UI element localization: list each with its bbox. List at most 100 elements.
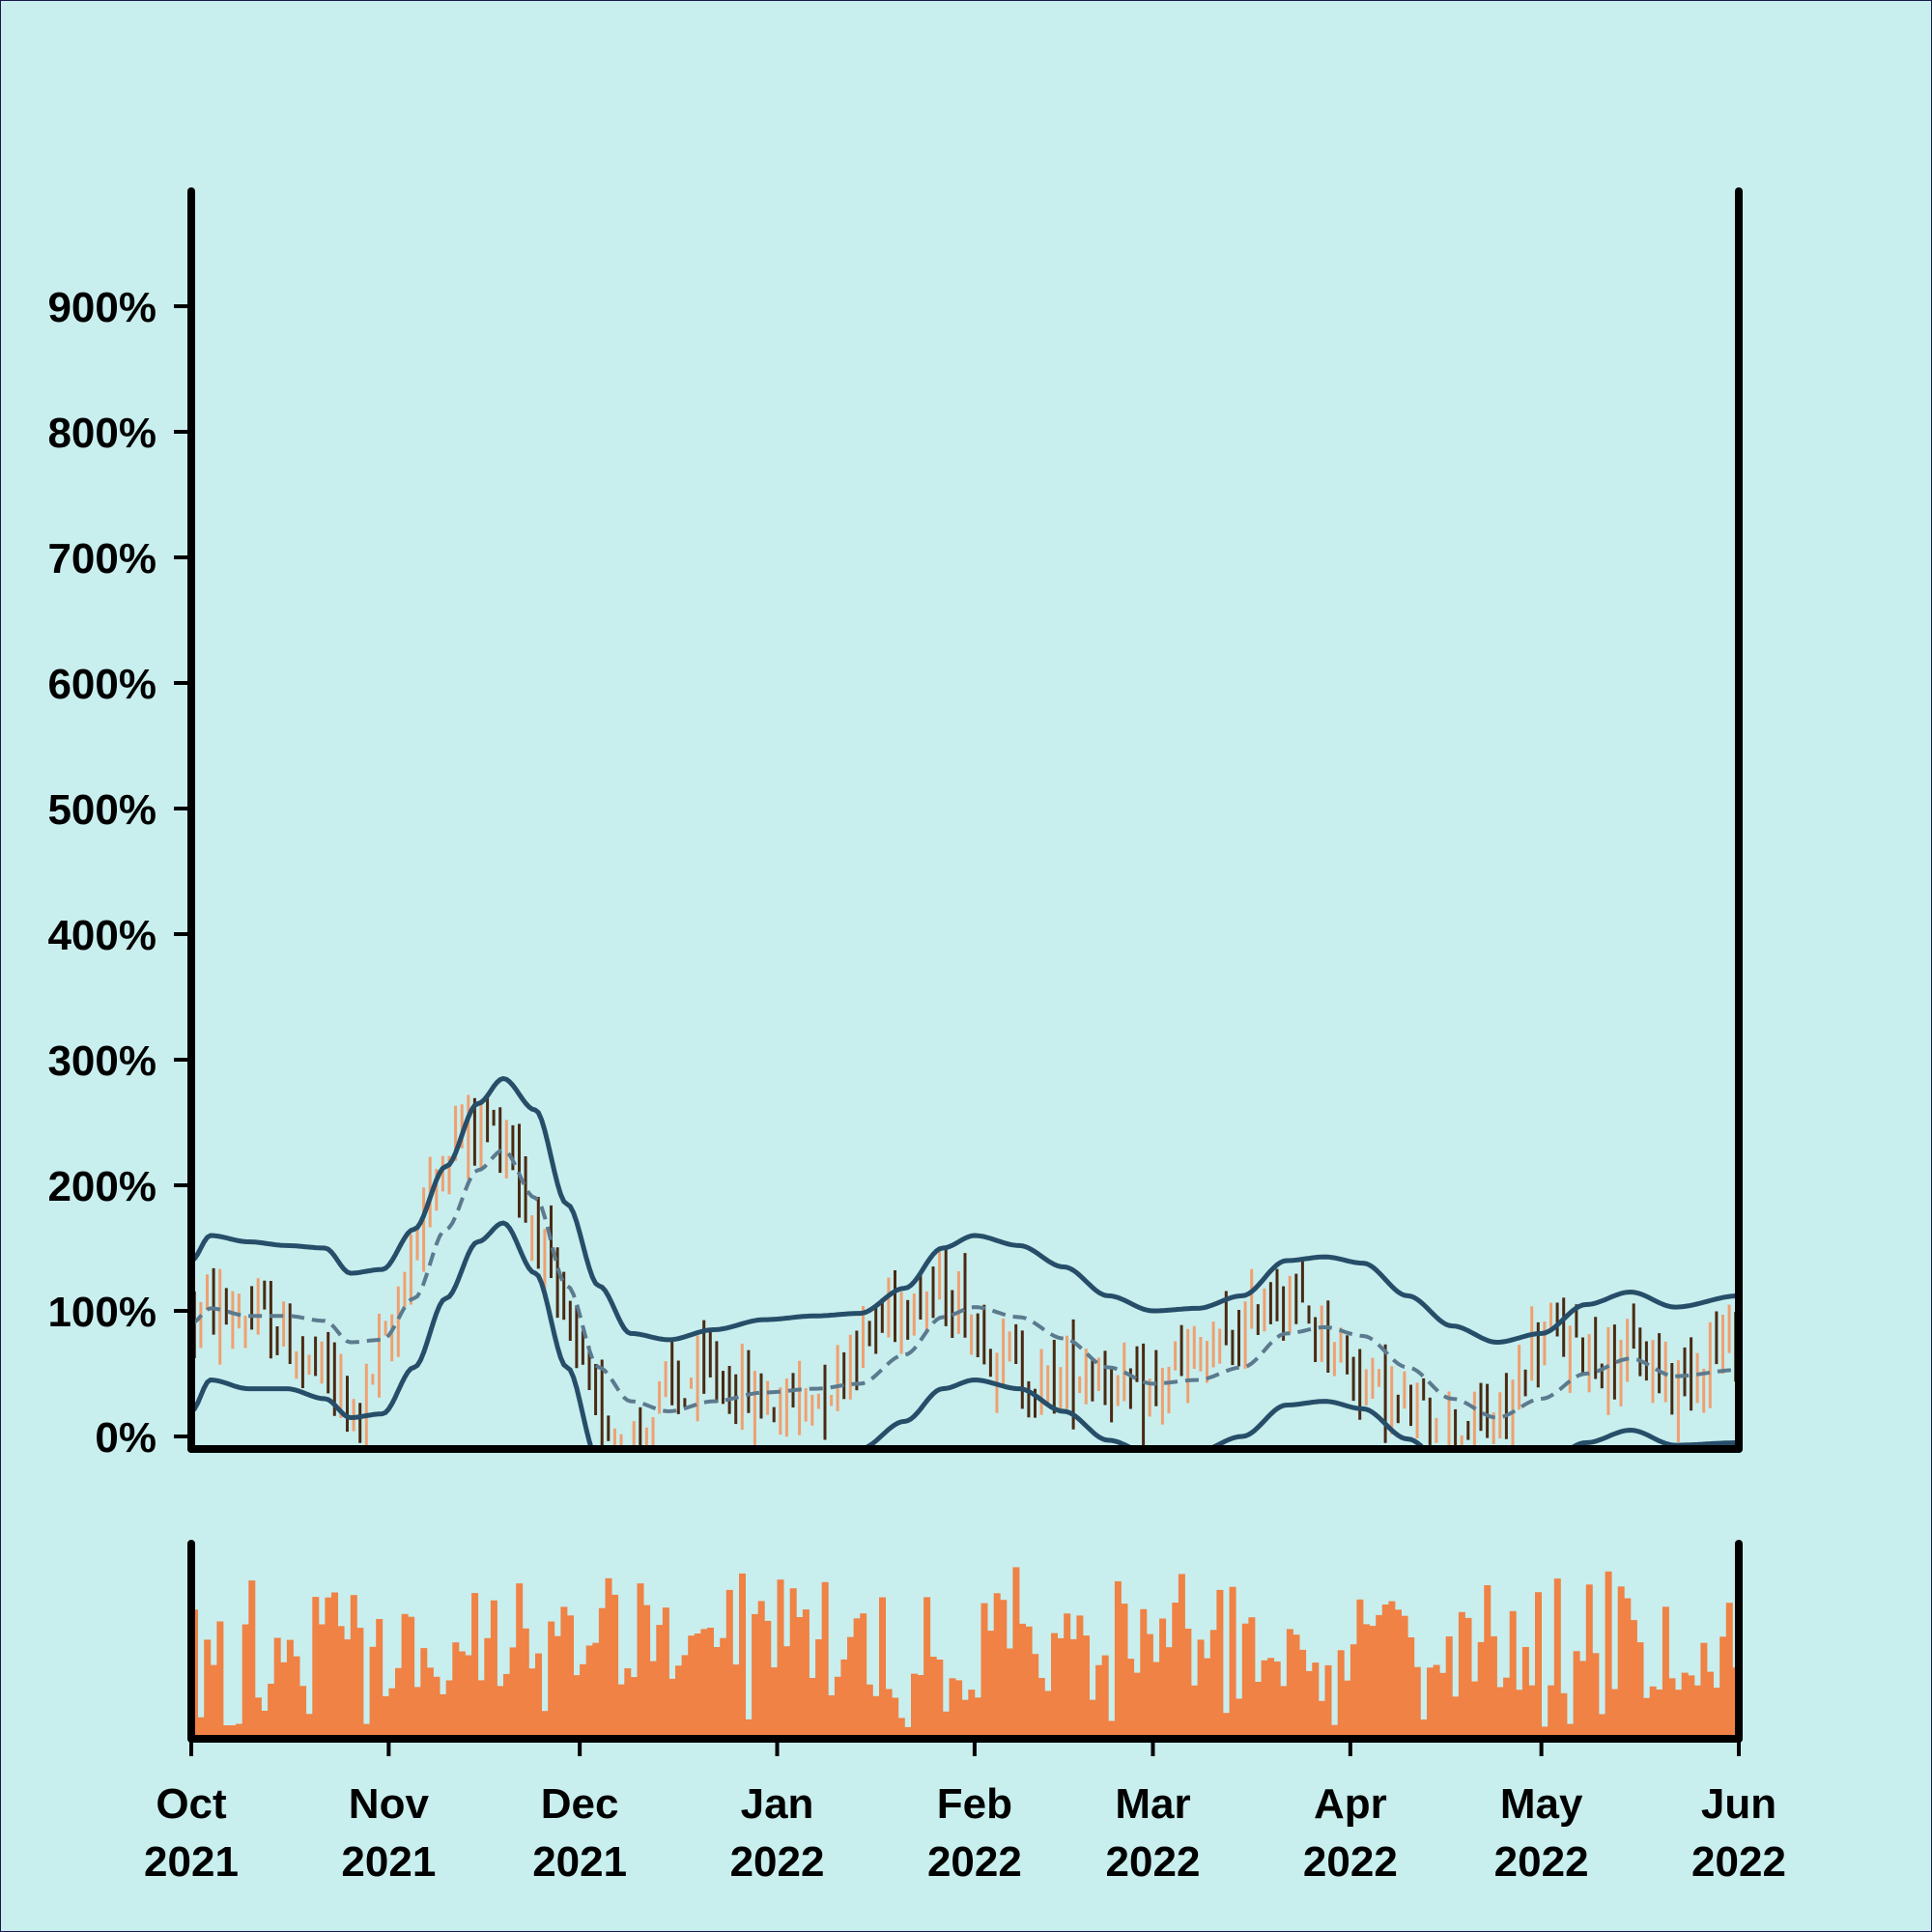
volume-bar [1324, 1664, 1332, 1737]
volume-bar [1032, 1654, 1039, 1737]
volume-bar [668, 1678, 676, 1737]
volume-bar [1516, 1690, 1523, 1737]
volume-bar [624, 1668, 632, 1737]
volume-bar [337, 1626, 345, 1737]
volume-bar [879, 1597, 886, 1737]
x-tick-year-label: 2021 [341, 1838, 436, 1886]
volume-bar [700, 1629, 708, 1737]
volume-bar [350, 1595, 357, 1737]
volume-bar [1693, 1685, 1701, 1737]
volume-bar [1025, 1626, 1033, 1737]
volume-bar [923, 1597, 931, 1737]
volume-bar [980, 1603, 988, 1737]
x-tick-month-label: Dec [541, 1780, 619, 1828]
volume-bar [1216, 1589, 1224, 1737]
y-tick-label: 900% [47, 284, 156, 331]
volume-bar [1439, 1672, 1447, 1737]
volume-bar [261, 1711, 269, 1737]
upper-band-line [191, 1076, 1739, 1345]
volume-bar [522, 1628, 529, 1737]
volume-bar [395, 1667, 402, 1737]
volume-bar [535, 1653, 542, 1737]
volume-bar [1344, 1680, 1351, 1737]
volume-bar [993, 1593, 1001, 1737]
volume-bar [388, 1688, 396, 1737]
volume-bar [1636, 1642, 1644, 1737]
y-axis-ticks: 0% 100% 200% 300% 400% 500% 600% 700% 800% 900% [47, 284, 191, 1462]
volume-bar [1273, 1662, 1281, 1737]
volume-bar [465, 1655, 472, 1737]
volume-bar [942, 1711, 950, 1737]
volume-bar [413, 1687, 421, 1737]
volume-bar [1484, 1585, 1492, 1737]
volume-bar [1121, 1604, 1128, 1737]
volume-bar [911, 1673, 918, 1737]
volume-bar [1567, 1723, 1574, 1737]
volume-bar [229, 1725, 237, 1737]
volume-bar [236, 1723, 243, 1737]
volume-bar [580, 1663, 587, 1737]
volume-bar [1509, 1610, 1517, 1737]
volume-bar [955, 1680, 963, 1737]
volume-bar [1624, 1598, 1632, 1737]
x-tick-year-label: 2022 [1303, 1838, 1398, 1886]
volume-bar [1553, 1578, 1561, 1737]
volume-bar [1713, 1688, 1720, 1737]
volume-bar [834, 1676, 841, 1737]
volume-bar [376, 1619, 384, 1737]
volume-bar [273, 1637, 281, 1737]
y-tick-label: 400% [47, 912, 156, 959]
x-tick-year-label: 2021 [532, 1838, 627, 1886]
volume-bar [866, 1684, 873, 1737]
volume-bar [254, 1697, 262, 1737]
volume-bar [649, 1661, 657, 1737]
volume-bar [694, 1634, 701, 1737]
x-tick-year-label: 2022 [1691, 1838, 1786, 1886]
volume-bar [1599, 1714, 1605, 1737]
volume-bar [1064, 1613, 1071, 1737]
volume-bar [904, 1726, 912, 1737]
volume-bar [1095, 1664, 1103, 1737]
moving-average-lines [191, 1076, 1739, 1449]
volume-bar [1209, 1630, 1217, 1737]
volume-bar [1184, 1629, 1192, 1737]
volume-bar [936, 1660, 944, 1737]
volume-bar [1464, 1617, 1472, 1737]
volume-bar [809, 1678, 816, 1737]
volume-bar [1229, 1586, 1236, 1737]
volume-bar [1707, 1671, 1714, 1737]
volume-bar [725, 1589, 733, 1737]
volume-bar [605, 1577, 612, 1737]
volume-bar [968, 1690, 976, 1737]
volume-bar [1152, 1662, 1160, 1737]
volume-bar [573, 1675, 581, 1737]
volume-bar [777, 1579, 784, 1737]
volume-bar [752, 1613, 759, 1737]
volume-bar [1299, 1649, 1307, 1737]
volume-bar [789, 1588, 797, 1737]
volume-bar [433, 1676, 440, 1737]
volume-bar [1178, 1574, 1185, 1737]
ohlc-bars [192, 1094, 1738, 1449]
volume-bar [458, 1651, 466, 1737]
x-tick-year-label: 2021 [144, 1838, 239, 1886]
volume-bar [1503, 1677, 1511, 1737]
volume-bar [1012, 1567, 1020, 1737]
volume-bar [1069, 1638, 1077, 1737]
x-tick-month-label: Apr [1314, 1780, 1387, 1828]
volume-bar [949, 1678, 956, 1737]
volume-bar [1223, 1713, 1230, 1737]
y-tick-label: 200% [47, 1163, 156, 1210]
volume-bar [688, 1635, 696, 1737]
volume-bar [1407, 1637, 1415, 1737]
volume-bar [1006, 1648, 1013, 1737]
volume-bar [637, 1583, 644, 1737]
y-tick-label: 100% [47, 1289, 156, 1336]
volume-bar [1528, 1685, 1536, 1737]
volume-bar [223, 1725, 230, 1737]
volume-bar [1305, 1670, 1313, 1737]
x-tick-month-label: May [1500, 1780, 1583, 1828]
x-tick-month-label: Mar [1115, 1780, 1190, 1828]
volume-bar [401, 1613, 409, 1737]
volume-axes [187, 1540, 1743, 1743]
